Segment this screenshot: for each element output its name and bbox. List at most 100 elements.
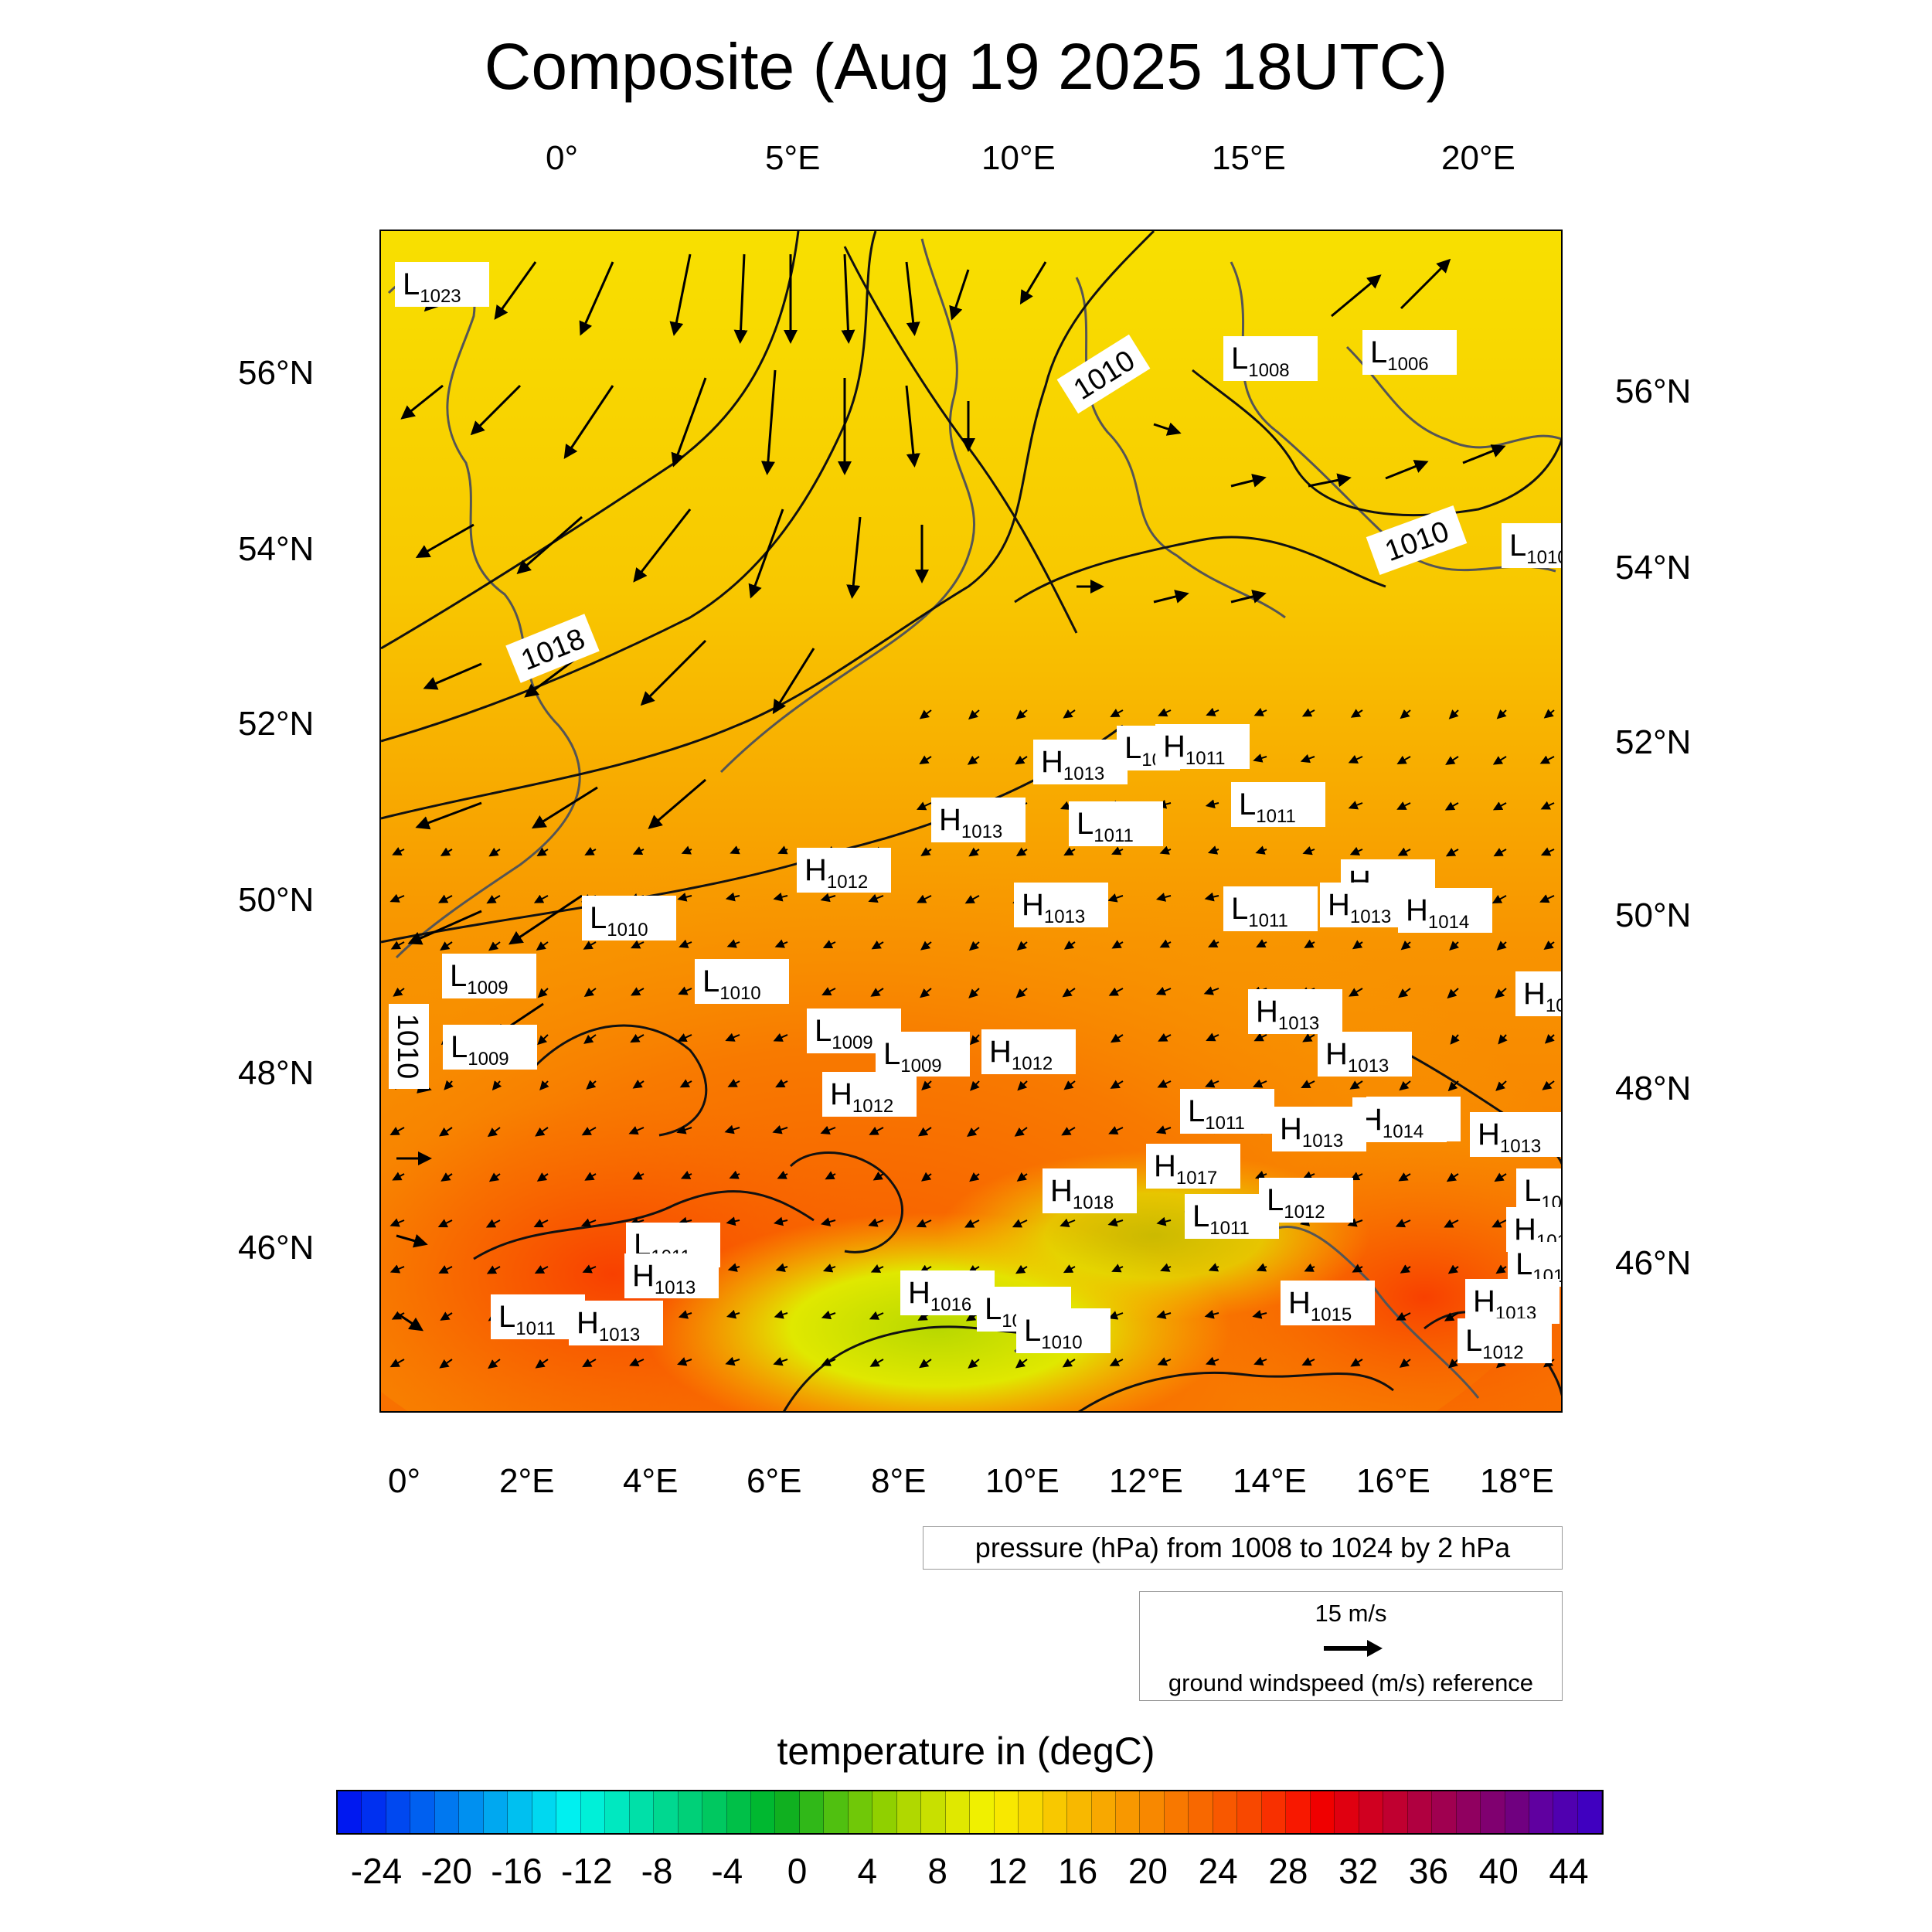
wind-arrow	[1107, 893, 1124, 903]
colorbar-label: -4	[711, 1851, 743, 1891]
wind-arrow	[1304, 939, 1315, 948]
wind-arrow	[968, 1359, 980, 1369]
isobar-label: 1010	[391, 1014, 423, 1080]
wind-arrow	[1399, 1358, 1411, 1368]
wind-arrow	[1495, 1264, 1507, 1274]
colorbar-label: 28	[1268, 1851, 1308, 1891]
wind-arrow	[967, 1127, 980, 1137]
wind-arrow	[632, 1171, 645, 1180]
wind-arrow	[905, 385, 920, 468]
wind-arrow	[1156, 1216, 1172, 1226]
wind-arrow	[1206, 707, 1219, 716]
colorbar-label: 4	[857, 1851, 878, 1891]
wind-arrow	[1061, 1127, 1076, 1136]
pressure-center-label: H1013	[1033, 740, 1128, 784]
wind-arrow	[671, 377, 707, 468]
wind-arrow	[1492, 894, 1507, 904]
wind-arrow	[678, 1310, 692, 1319]
colorbar-segment	[410, 1791, 435, 1833]
wind-arrow	[1385, 460, 1429, 480]
colorbar-label: 8	[927, 1851, 947, 1891]
wind-arrow	[1062, 1358, 1076, 1368]
wind-arrow	[1256, 939, 1267, 948]
wind-reference-arrow	[1324, 1640, 1383, 1657]
wind-arrow	[1017, 1080, 1028, 1091]
wind-arrow	[423, 662, 482, 690]
wind-arrow	[1015, 755, 1028, 765]
wind-arrow	[1448, 709, 1459, 719]
wind-arrow	[1540, 847, 1555, 856]
colorbar-segment	[338, 1791, 362, 1833]
wind-arrow	[1349, 1172, 1363, 1181]
wind-arrow	[1399, 1080, 1411, 1091]
wind-arrow	[773, 1216, 788, 1226]
pressure-center-label: H1013	[1248, 989, 1342, 1034]
wind-arrow	[1543, 940, 1555, 950]
wind-arrow	[822, 1264, 836, 1273]
wind-arrow	[920, 1172, 932, 1182]
wind-arrow	[724, 1124, 740, 1134]
colorbar-segment	[872, 1791, 897, 1833]
wind-arrow	[531, 786, 598, 829]
pressure-center-label: H1013	[1465, 1279, 1560, 1324]
pressure-center-label: H1014	[1352, 1097, 1447, 1142]
wind-arrow	[1063, 847, 1076, 856]
wind-arrow	[1400, 1264, 1411, 1274]
left-lat-label: 48°N	[238, 1054, 315, 1092]
pressure-centers: L1023L1008L1006L1010H1013L10H1011L1011H1…	[395, 262, 1561, 1363]
wind-reference-legend: 15 m/s ground windspeed (m/s) reference	[1139, 1591, 1563, 1701]
wind-arrow	[440, 941, 453, 951]
wind-arrow	[1204, 892, 1219, 902]
wind-arrow	[391, 1311, 405, 1320]
wind-arrow	[1155, 986, 1172, 995]
wind-arrow	[1396, 801, 1411, 810]
colorbar-segment	[726, 1791, 751, 1833]
wind-arrow	[1462, 444, 1506, 464]
wind-arrow	[679, 1079, 692, 1088]
wind-arrow	[1400, 709, 1411, 719]
wind-arrow	[392, 847, 405, 855]
wind-arrow	[1447, 1080, 1459, 1092]
colorbar-segment	[1407, 1791, 1433, 1833]
colorbar-label: 16	[1058, 1851, 1098, 1891]
wind-arrow	[535, 1127, 549, 1137]
wind-reference-note: ground windspeed (m/s) reference	[1168, 1669, 1534, 1696]
wind-arrow	[1540, 801, 1555, 810]
wind-arrow	[920, 940, 932, 951]
pressure-center-label: L1009	[807, 1009, 901, 1053]
wind-arrow	[726, 939, 740, 948]
wind-arrow	[392, 1172, 405, 1181]
pressure-center-label: H1014	[1398, 888, 1492, 933]
wind-arrow	[494, 261, 537, 320]
pressure-center-label: H1013	[1470, 1112, 1561, 1157]
wind-arrow	[1208, 1263, 1219, 1272]
colorbar-segment	[386, 1791, 411, 1833]
wind-arrow	[1206, 1032, 1219, 1042]
colorbar-label: -16	[491, 1851, 543, 1891]
wind-arrow	[1062, 988, 1076, 998]
top-lon-label: 0°	[546, 139, 579, 177]
colorbar-segment	[1359, 1791, 1384, 1833]
wind-arrow	[680, 1170, 692, 1179]
wind-arrow	[1205, 799, 1219, 809]
pressure-center-label: L1011	[1185, 1194, 1279, 1239]
wind-arrow	[678, 1216, 692, 1226]
pressure-center-label: L1011	[1069, 801, 1163, 846]
wind-arrow	[820, 1125, 836, 1134]
map-panel[interactable]: 1010 1010 1018 1010 L1023L1008L1006L1010…	[379, 230, 1563, 1413]
wind-arrow	[1543, 709, 1555, 719]
wind-arrow	[916, 1219, 932, 1228]
wind-arrow	[968, 988, 980, 998]
pressure-center-text: H1013	[577, 1306, 640, 1345]
wind-arrow	[1111, 846, 1124, 855]
wind-arrow	[492, 1080, 502, 1091]
colorbar-segment	[1237, 1791, 1262, 1833]
colorbar-segment	[1505, 1791, 1529, 1833]
wind-arrow	[1304, 1263, 1315, 1272]
wind-arrow	[439, 1359, 453, 1369]
wind-arrow	[919, 755, 932, 765]
pressure-note: pressure (hPa) from 1008 to 1024 by 2 hP…	[975, 1532, 1511, 1563]
wind-arrow	[390, 940, 405, 950]
wind-arrow	[1107, 1217, 1124, 1227]
colorbar-label: -12	[561, 1851, 613, 1891]
